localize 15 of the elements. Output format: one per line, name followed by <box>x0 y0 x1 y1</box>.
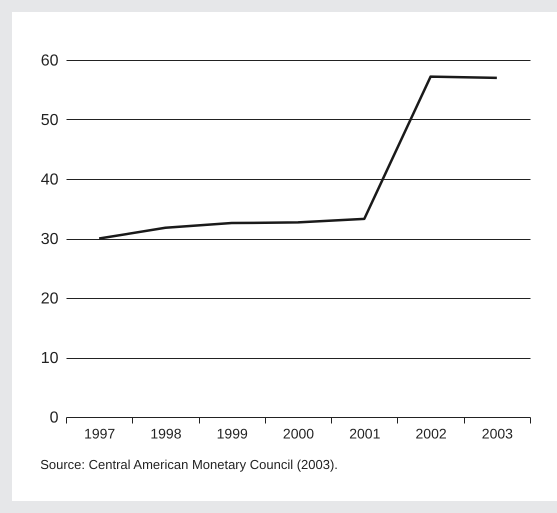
y-tick-label: 40 <box>40 172 59 188</box>
y-tick-label: 0 <box>50 410 59 426</box>
y-tick-label: 20 <box>40 290 59 308</box>
x-tick-label: 2000 <box>282 426 314 442</box>
y-tick-label: 30 <box>40 231 59 248</box>
y-tick-label: 60 <box>40 52 59 70</box>
y-tick-label: 10 <box>40 350 59 367</box>
x-tick-label: 1998 <box>150 426 182 442</box>
x-tick-label: 2002 <box>415 426 447 442</box>
x-tick-label: 1999 <box>216 426 248 442</box>
x-tick-label: 2001 <box>349 426 381 442</box>
x-tick-label: 2003 <box>482 426 514 442</box>
source-note: Source: Central American Monetary Council (2003). <box>40 457 338 472</box>
x-tick-label: 1997 <box>84 426 116 442</box>
y-tick-label: 50 <box>40 112 59 129</box>
